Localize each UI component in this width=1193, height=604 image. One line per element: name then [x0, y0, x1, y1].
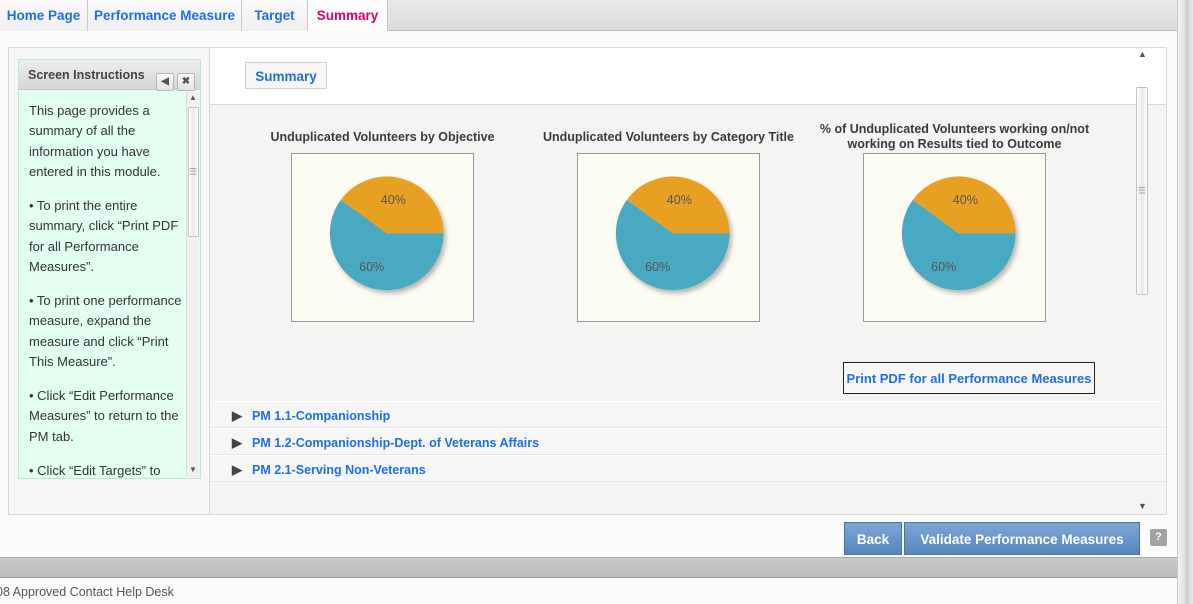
svg-text:40%: 40%	[381, 193, 406, 207]
svg-text:60%: 60%	[359, 260, 384, 274]
svg-text:60%: 60%	[645, 260, 670, 274]
svg-text:40%: 40%	[667, 193, 692, 207]
svg-text:60%: 60%	[931, 260, 956, 274]
svg-text:40%: 40%	[953, 193, 978, 207]
